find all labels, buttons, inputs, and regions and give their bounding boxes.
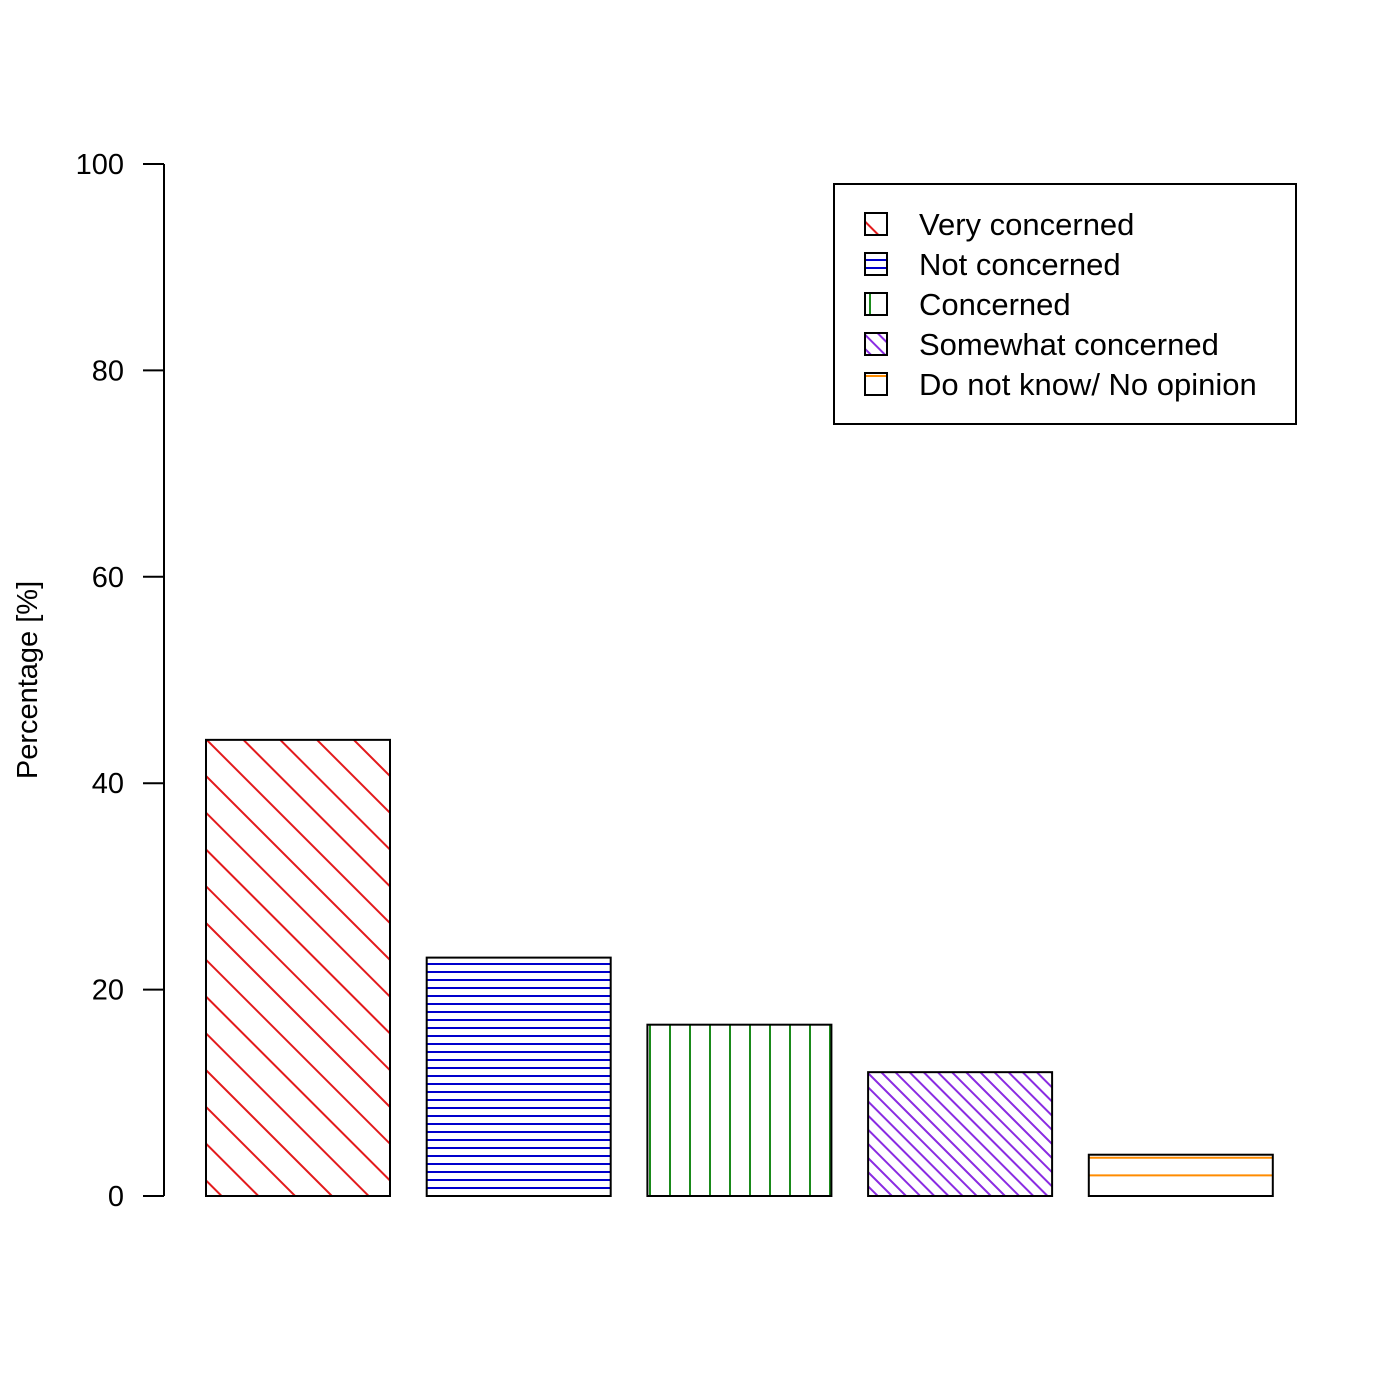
legend-box xyxy=(833,183,1297,425)
legend-label: Do not know/ No opinion xyxy=(919,367,1257,402)
y-axis-label: Percentage [%] xyxy=(12,581,44,779)
legend-key-outline xyxy=(864,372,888,396)
legend: Very concerned Not concerned Concerned Some… xyxy=(833,183,1297,425)
legend-key-bg xyxy=(865,373,887,395)
bar-outline xyxy=(867,1071,1054,1198)
y-tick-label: 100 xyxy=(76,149,124,181)
y-tick-label: 20 xyxy=(92,975,124,1007)
bar-hatch xyxy=(206,739,390,1196)
legend-item-5: Do not know/ No opinion xyxy=(864,367,1257,402)
legend-label: Concerned xyxy=(919,287,1071,322)
legend-key-outline xyxy=(864,252,888,276)
bar-hatch xyxy=(647,1024,832,1196)
legend-item-3: Concerned xyxy=(864,287,1071,322)
bar-hatch xyxy=(868,1072,1053,1196)
legend-item-4: Somewhat concerned xyxy=(864,327,1219,362)
y-axis: 0 20 40 60 80 100 xyxy=(76,149,165,1213)
bars xyxy=(205,738,1274,1198)
y-tick-label: 60 xyxy=(92,562,124,594)
legend-key-outline xyxy=(864,212,888,236)
legend-item-2: Not concerned xyxy=(864,247,1121,282)
legend-key-outline xyxy=(864,292,888,316)
legend-key-hatch xyxy=(865,253,887,275)
legend-label: Not concerned xyxy=(919,247,1121,282)
bar-outline xyxy=(205,738,391,1198)
bar-2 xyxy=(425,956,612,1197)
legend-key-hatch xyxy=(865,213,887,235)
bar-5 xyxy=(1087,1153,1274,1197)
legend-label: Very concerned xyxy=(919,207,1134,242)
bar-outline xyxy=(1087,1153,1274,1197)
bar-4 xyxy=(867,1071,1054,1198)
legend-item-1: Very concerned xyxy=(864,207,1134,242)
bar-3 xyxy=(646,1023,833,1197)
bar-1 xyxy=(205,738,391,1198)
bar-outline xyxy=(646,1023,833,1197)
bar-hatch xyxy=(426,957,611,1196)
legend-key-hatch xyxy=(865,293,887,315)
y-tick-label: 80 xyxy=(92,355,124,387)
legend-key-outline xyxy=(864,332,888,356)
y-tick-label: 0 xyxy=(108,1181,124,1213)
legend-label: Somewhat concerned xyxy=(919,327,1219,362)
bar-outline xyxy=(425,956,612,1197)
y-tick-label: 40 xyxy=(92,768,124,800)
legend-key-hatch xyxy=(865,333,887,355)
